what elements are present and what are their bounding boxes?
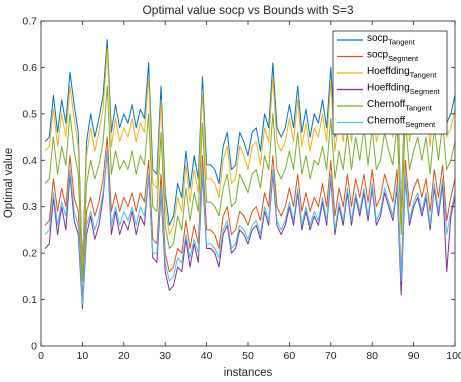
y-tick-label: 0.6 xyxy=(22,62,37,74)
legend-entry-label: socpTangent xyxy=(367,33,416,47)
y-tick-label: 0.1 xyxy=(22,294,37,306)
y-axis-label: Optimal value xyxy=(3,148,15,218)
plot-area xyxy=(44,39,456,310)
legend-entry-label: HoeffdingTangent xyxy=(367,66,437,80)
x-tick-label: 0 xyxy=(38,350,44,362)
x-tick-label: 50 xyxy=(242,350,254,362)
series-line-socp-segment xyxy=(44,136,456,301)
x-tick-label: 80 xyxy=(366,350,378,362)
legend-box xyxy=(332,30,448,135)
x-tick-label: 60 xyxy=(284,350,296,362)
y-tick-label: 0.5 xyxy=(22,108,37,120)
series-line-chernoff-segment xyxy=(44,150,456,305)
y-tick-label: 0.3 xyxy=(22,201,37,213)
x-axis-label: instances xyxy=(224,367,273,379)
series-line-hoeffding-segment xyxy=(44,150,456,310)
chart-title: Optimal value socp vs Bounds with S=3 xyxy=(142,3,353,17)
x-tick-label: 40 xyxy=(201,350,213,362)
y-axis: 0 0.1 0.2 0.3 0.4 0.5 0.6 0.7 xyxy=(22,16,455,353)
y-tick-label: 0 xyxy=(31,341,37,353)
x-tick-label: 20 xyxy=(118,350,130,362)
legend-entry-label: socpSegment xyxy=(367,50,419,64)
x-tick-label: 10 xyxy=(77,350,89,362)
x-axis: 0 10 20 30 40 50 60 70 80 90 100 xyxy=(38,21,461,362)
legend: socpTangent socpSegment HoeffdingTangent Ho… xyxy=(332,30,448,135)
y-tick-label: 0.7 xyxy=(22,16,37,28)
legend-entry-label: HoeffdingSegment xyxy=(367,83,441,97)
y-tick-label: 0.4 xyxy=(22,155,37,167)
series-line-chernoff-tangent xyxy=(44,85,456,282)
legend-entry-label: ChernoffSegment xyxy=(367,116,436,130)
y-tick-label: 0.2 xyxy=(22,248,37,260)
x-tick-label: 100 xyxy=(446,350,461,362)
legend-entry-label: ChernoffTangent xyxy=(367,99,433,113)
x-tick-label: 90 xyxy=(408,350,420,362)
x-tick-label: 30 xyxy=(159,350,171,362)
x-tick-label: 70 xyxy=(325,350,337,362)
